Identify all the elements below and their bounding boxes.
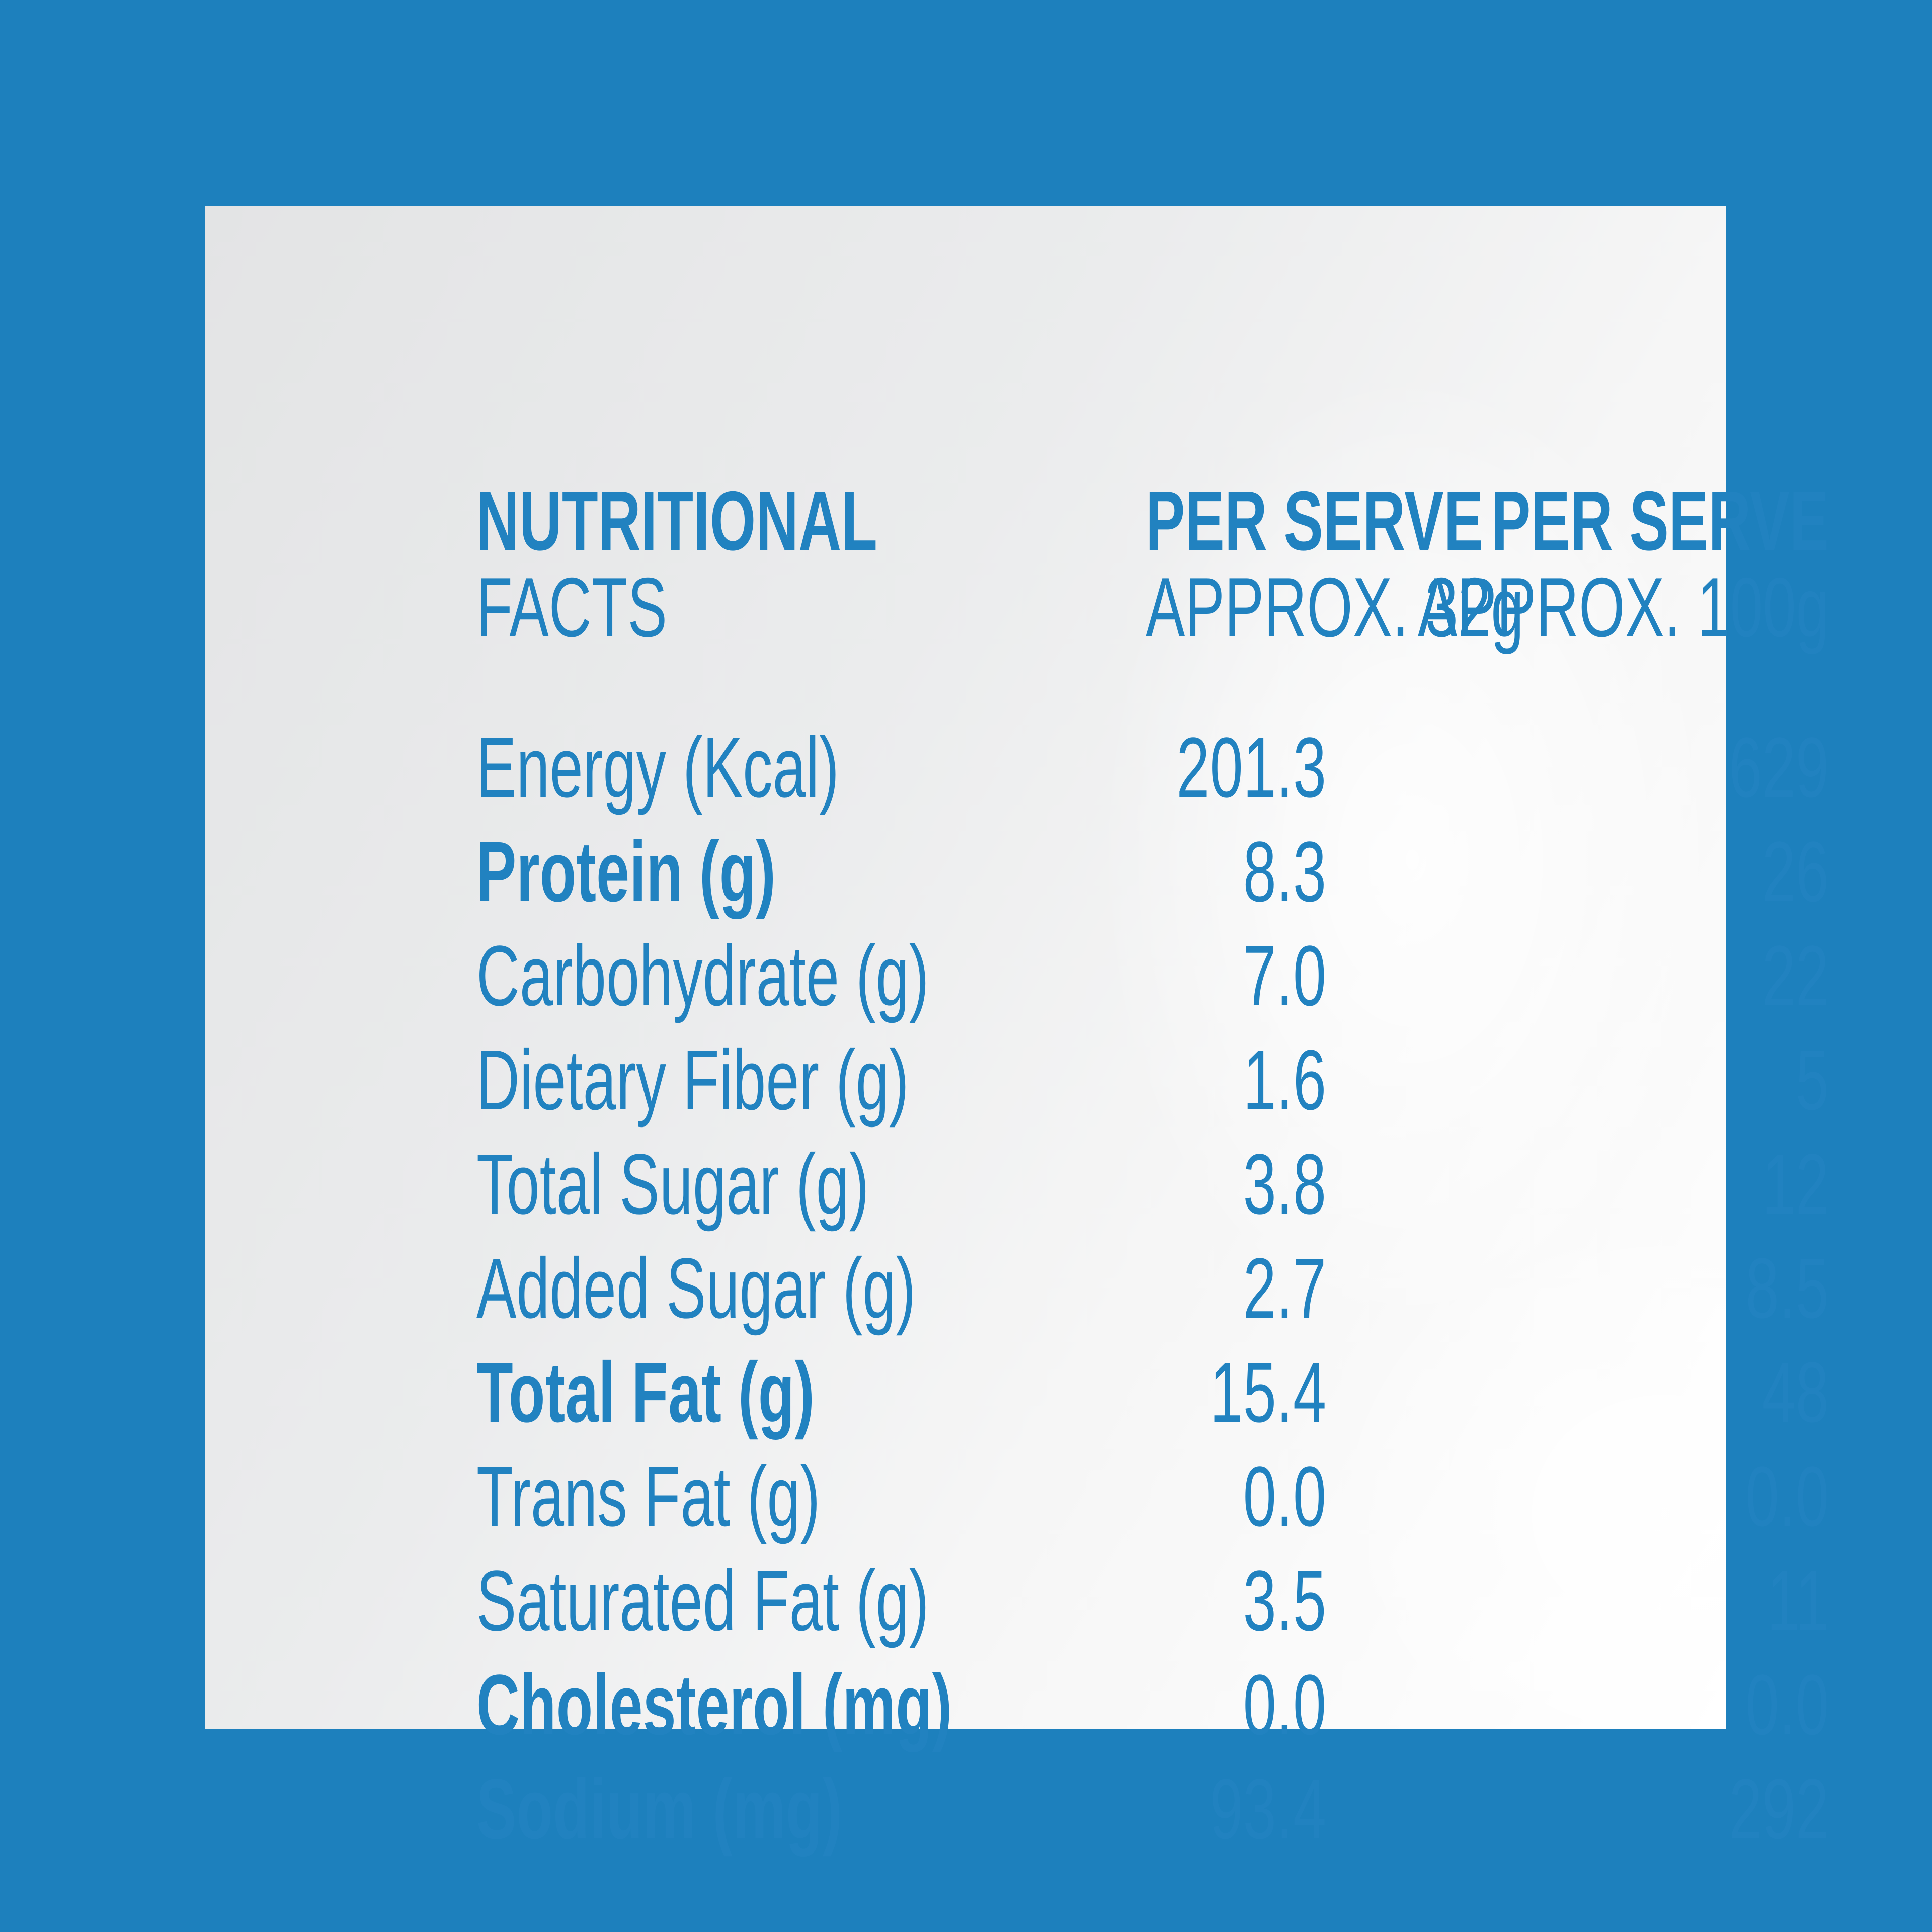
- value-per-100g: 0.0: [1745, 1657, 1829, 1753]
- nutrient-label: Added Sugar (g): [476, 1241, 916, 1336]
- value-per-100g: 0.0: [1745, 1449, 1829, 1545]
- value-per-32g: 15.4: [1210, 1345, 1327, 1440]
- table-row: Total Fat (g) 15.4 48: [476, 1341, 1829, 1445]
- table-row: Cholesterol (mg) 0.0 0.0: [476, 1653, 1829, 1757]
- table-row: Protein (g) 8.3 26: [476, 820, 1829, 924]
- header-per-100g: PER SERVE APPROX. 100g: [1326, 477, 1829, 651]
- table-row: Total Sugar (g) 3.8 12: [476, 1133, 1829, 1237]
- value-per-32g: 0.0: [1243, 1657, 1327, 1753]
- value-per-32g: 93.4: [1210, 1761, 1327, 1857]
- nutrient-label: Protein (g): [476, 824, 776, 920]
- value-per-32g: 8.3: [1243, 824, 1327, 920]
- nutrition-table: NUTRITIONAL FACTS PER SERVE APPROX. 32g …: [476, 477, 1829, 1862]
- header-title-line1: NUTRITIONAL: [476, 473, 877, 568]
- nutrient-label: Energy (Kcal): [476, 720, 839, 816]
- table-row: Added Sugar (g) 2.7 8.5: [476, 1237, 1829, 1341]
- table-row: Energy (Kcal) 201.3 629: [476, 716, 1829, 820]
- value-per-32g: 201.3: [1176, 720, 1327, 816]
- header-per-32g: PER SERVE APPROX. 32g: [1146, 473, 1524, 655]
- nutrient-label: Total Sugar (g): [476, 1137, 869, 1232]
- value-per-32g: 1.6: [1243, 1032, 1327, 1128]
- nutrient-label: Carbohydrate (g): [476, 928, 929, 1024]
- value-per-100g: 292: [1729, 1761, 1829, 1857]
- table-header: NUTRITIONAL FACTS PER SERVE APPROX. 32g …: [476, 477, 1829, 651]
- header-col2-line1: PER SERVE: [1491, 473, 1829, 568]
- nutrient-label: Dietary Fiber (g): [476, 1032, 909, 1128]
- value-per-100g: 12: [1762, 1137, 1829, 1232]
- header-col1-line1: PER SERVE: [1146, 473, 1484, 568]
- table-row: Trans Fat (g) 0.0 0.0: [476, 1445, 1829, 1549]
- header-col2-line2: APPROX. 100g: [1417, 560, 1829, 655]
- table-row: Carbohydrate (g) 7.0 22: [476, 924, 1829, 1028]
- nutrient-label: Cholesterol (mg): [476, 1657, 952, 1753]
- table-body: Energy (Kcal) 201.3 629 Protein (g) 8.3 26 Car…: [476, 716, 1829, 1862]
- table-row: Dietary Fiber (g) 1.6 5: [476, 1028, 1829, 1133]
- value-per-32g: 2.7: [1243, 1241, 1327, 1336]
- value-per-100g: 22: [1762, 928, 1829, 1024]
- value-per-100g: 48: [1762, 1345, 1829, 1440]
- value-per-32g: 3.5: [1243, 1553, 1327, 1649]
- nutrient-label: Saturated Fat (g): [476, 1553, 929, 1649]
- header-title-line2: FACTS: [476, 560, 667, 655]
- value-per-100g: 5: [1795, 1032, 1829, 1128]
- nutrient-label: Sodium (mg): [476, 1761, 843, 1857]
- header-col1-line2: APPROX. 32g: [1146, 560, 1524, 655]
- value-per-100g: 629: [1729, 720, 1829, 816]
- header-nutritional-facts: NUTRITIONAL FACTS: [476, 477, 1146, 651]
- nutrient-label: Trans Fat (g): [476, 1449, 821, 1545]
- table-row: Saturated Fat (g) 3.5 11: [476, 1549, 1829, 1653]
- nutrition-panel: NUTRITIONAL FACTS PER SERVE APPROX. 32g …: [205, 206, 1829, 1857]
- value-per-100g: 11: [1766, 1553, 1829, 1649]
- value-per-32g: 0.0: [1243, 1449, 1327, 1545]
- value-per-32g: 7.0: [1243, 928, 1327, 1024]
- value-per-100g: 8.5: [1745, 1241, 1829, 1336]
- value-per-32g: 3.8: [1243, 1137, 1327, 1232]
- value-per-100g: 26: [1762, 824, 1829, 920]
- table-row: Sodium (mg) 93.4 292: [476, 1757, 1829, 1862]
- nutrient-label: Total Fat (g): [476, 1345, 815, 1440]
